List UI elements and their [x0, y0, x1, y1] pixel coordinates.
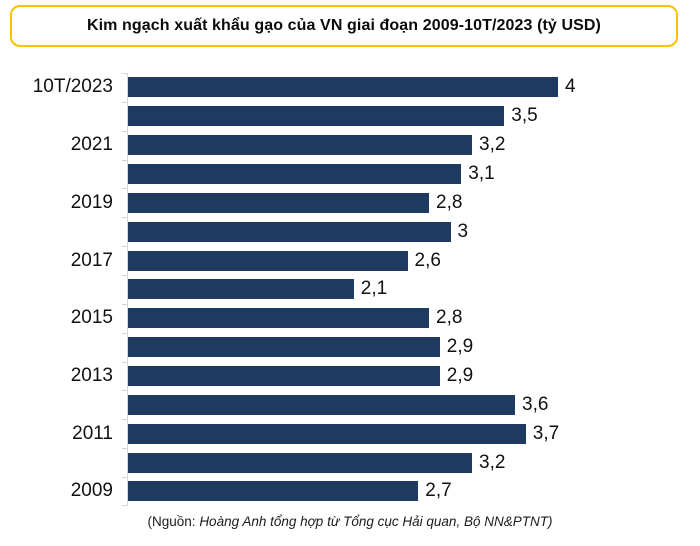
chart-row-2015: 2015 2,8 — [0, 303, 700, 333]
y-axis-tick-label: 2013 — [70, 365, 113, 387]
chart-row-2022: 3,5 — [0, 101, 700, 131]
bar-value-label: 3,2 — [479, 134, 506, 156]
bar-2022 — [128, 106, 505, 127]
y-axis-line — [127, 73, 128, 506]
y-axis-tick-label: 2015 — [70, 307, 113, 329]
bar-2020 — [128, 164, 462, 184]
y-axis-tick-label — [0, 102, 113, 131]
chart-row-2011: 2011 3,7 — [0, 419, 700, 448]
bar-2012 — [128, 394, 515, 415]
bar-2016 — [128, 279, 354, 300]
y-axis-tick-label: 2017 — [70, 249, 113, 271]
bar-2018 — [128, 221, 451, 242]
chart-row-2020: 3,1 — [0, 159, 700, 189]
source-note-text: Hoàng Anh tổng hợp từ Tổng cục Hải quan,… — [199, 514, 553, 529]
chart-row-2012: 3,6 — [0, 390, 700, 419]
bar-value-label: 2,8 — [436, 307, 463, 329]
y-axis-tick-label: 2011 — [72, 422, 113, 444]
bar-2013 — [128, 366, 440, 387]
bar-2015 — [128, 308, 429, 329]
chart-row-2009: 2009 2,7 — [0, 477, 700, 506]
bar-2011 — [128, 423, 526, 444]
y-axis-tick-label: 2009 — [70, 480, 113, 502]
bar-value-label: 2,8 — [436, 191, 463, 213]
bar-2009 — [128, 481, 419, 502]
bar-10t2023 — [128, 77, 558, 98]
chart-row-2017: 2017 2,6 — [0, 246, 700, 275]
bar-2014 — [128, 337, 440, 358]
y-axis-tick-label — [0, 160, 113, 189]
bar-value-label: 4 — [565, 76, 576, 98]
bar-value-label: 2,7 — [425, 480, 452, 502]
bar-value-label: 3,1 — [468, 163, 495, 184]
chart-row-2014: 2,9 — [0, 332, 700, 362]
bar-value-label: 2,1 — [360, 278, 388, 300]
chart-title: Kim ngạch xuất khẩu gạo của VN giai đoạn… — [86, 17, 601, 34]
bar-value-label: 3,2 — [479, 451, 506, 473]
chart-row-2018: 3 — [0, 217, 700, 246]
bar-value-label: 2,6 — [414, 249, 441, 271]
bar-2019 — [128, 192, 429, 213]
bar-2017 — [128, 250, 408, 271]
y-axis-tick-label — [0, 217, 113, 246]
chart-row-2013: 2013 2,9 — [0, 361, 700, 391]
bar-value-label: 3,5 — [511, 105, 538, 127]
y-axis-tick-label — [0, 333, 113, 362]
y-axis-tick-label — [0, 448, 113, 477]
chart-row-2019: 2019 2,8 — [0, 188, 700, 217]
bar-value-label: 2,9 — [446, 336, 474, 358]
source-note: (Nguồn: Hoàng Anh tổng hợp từ Tổng cục H… — [0, 514, 700, 529]
y-axis-tick-label: 2019 — [70, 191, 113, 213]
bar-value-label: 3,6 — [522, 393, 549, 415]
y-axis-tick-label: 2021 — [70, 134, 113, 156]
chart-row-2010: 3,2 — [0, 448, 700, 477]
bar-2010 — [128, 452, 472, 473]
bar-value-label: 3,7 — [532, 422, 560, 444]
chart-title-box: Kim ngạch xuất khẩu gạo của VN giai đoạn… — [10, 5, 678, 47]
bar-value-label: 2,9 — [446, 365, 474, 387]
y-axis-tick-label: 10T/2023 — [32, 76, 113, 98]
chart-row-2021: 2021 3,2 — [0, 130, 700, 160]
chart-row-10t2023: 10T/2023 4 — [0, 73, 700, 102]
source-note-prefix: (Nguồn: — [147, 514, 200, 529]
y-axis-tick-label — [0, 390, 113, 419]
bar-2021 — [128, 135, 472, 156]
chart-row-2016: 2,1 — [0, 275, 700, 304]
bar-chart: 10T/2023 4 3,5 2021 3,2 3,1 2019 2,8 3 — [0, 73, 700, 506]
y-axis-tick-label — [0, 275, 113, 304]
bar-value-label: 3 — [457, 220, 469, 242]
